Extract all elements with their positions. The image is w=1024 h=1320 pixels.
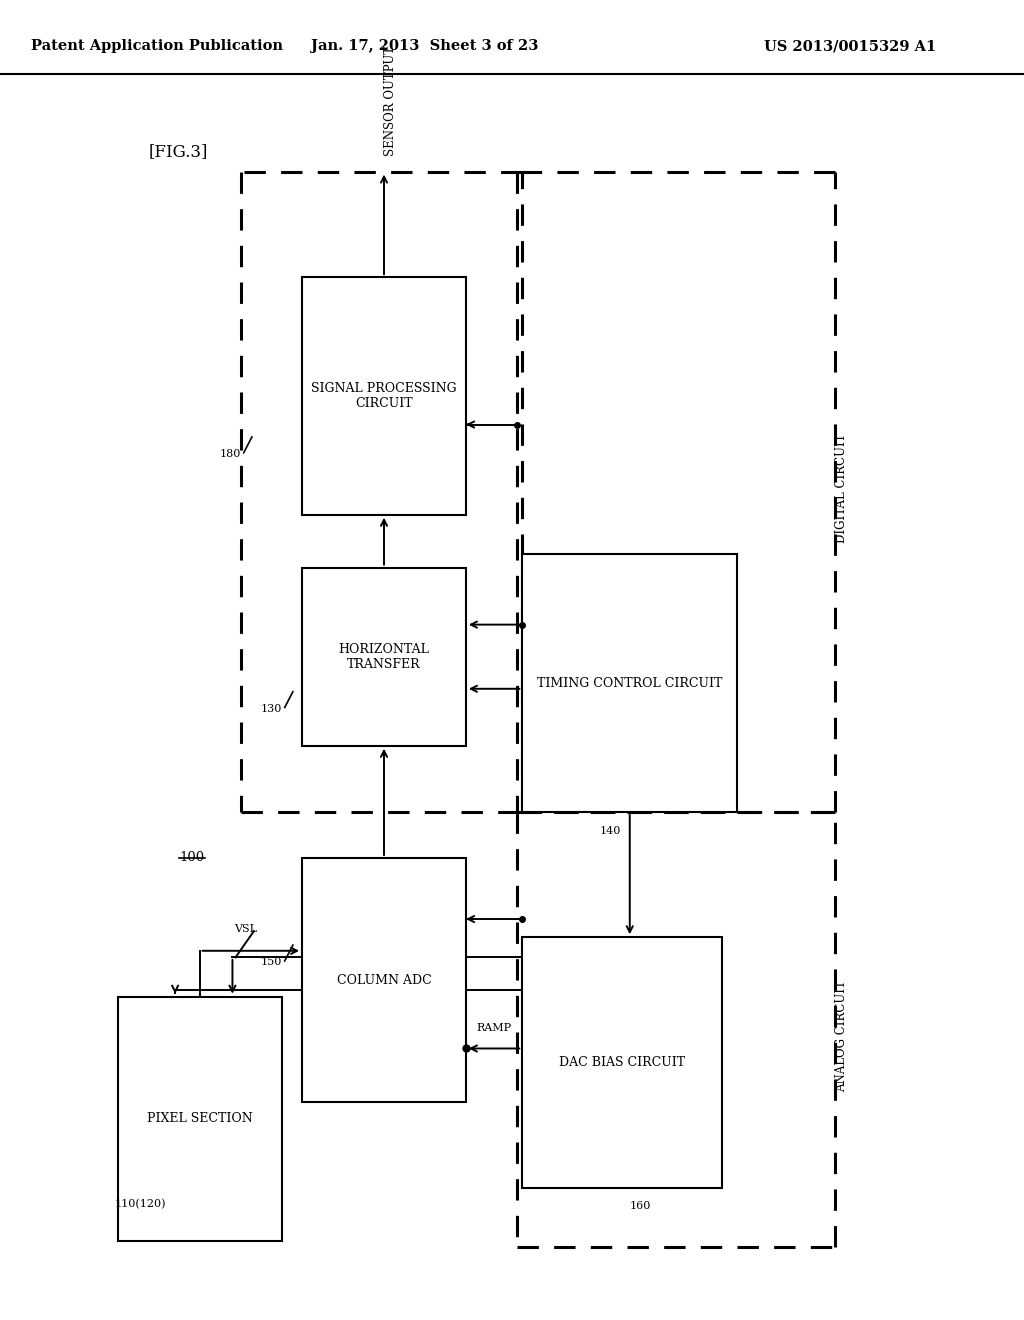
Bar	[302, 858, 466, 1102]
Text: 140: 140	[600, 826, 622, 837]
Text: 110(120): 110(120)	[115, 1199, 166, 1209]
Text: DAC BIAS CIRCUIT: DAC BIAS CIRCUIT	[559, 1056, 685, 1069]
Bar	[302, 277, 466, 515]
Text: COLUMN ADC: COLUMN ADC	[337, 974, 431, 986]
Text: 160: 160	[630, 1201, 651, 1212]
Bar	[522, 937, 722, 1188]
Text: ANALOG CIRCUIT: ANALOG CIRCUIT	[836, 981, 848, 1092]
Text: 150: 150	[260, 957, 282, 968]
Bar	[522, 554, 737, 812]
Text: DIGITAL CIRCUIT: DIGITAL CIRCUIT	[836, 433, 848, 544]
Text: 180: 180	[219, 449, 241, 459]
Text: US 2013/0015329 A1: US 2013/0015329 A1	[764, 40, 936, 53]
Text: RAMP: RAMP	[476, 1023, 512, 1032]
Text: PIXEL SECTION: PIXEL SECTION	[146, 1113, 253, 1125]
Text: Jan. 17, 2013  Sheet 3 of 23: Jan. 17, 2013 Sheet 3 of 23	[311, 40, 539, 53]
Bar	[302, 568, 466, 746]
Text: SENSOR OUTPUT: SENSOR OUTPUT	[384, 46, 396, 156]
Bar	[118, 997, 282, 1241]
Text: 100: 100	[179, 851, 205, 865]
Text: Patent Application Publication: Patent Application Publication	[31, 40, 283, 53]
Text: VSL: VSL	[234, 924, 257, 933]
Text: [FIG.3]: [FIG.3]	[148, 144, 208, 160]
Text: HORIZONTAL
TRANSFER: HORIZONTAL TRANSFER	[339, 643, 429, 671]
Text: TIMING CONTROL CIRCUIT: TIMING CONTROL CIRCUIT	[537, 677, 723, 689]
Text: 130: 130	[260, 704, 282, 714]
Text: SIGNAL PROCESSING
CIRCUIT: SIGNAL PROCESSING CIRCUIT	[311, 381, 457, 411]
